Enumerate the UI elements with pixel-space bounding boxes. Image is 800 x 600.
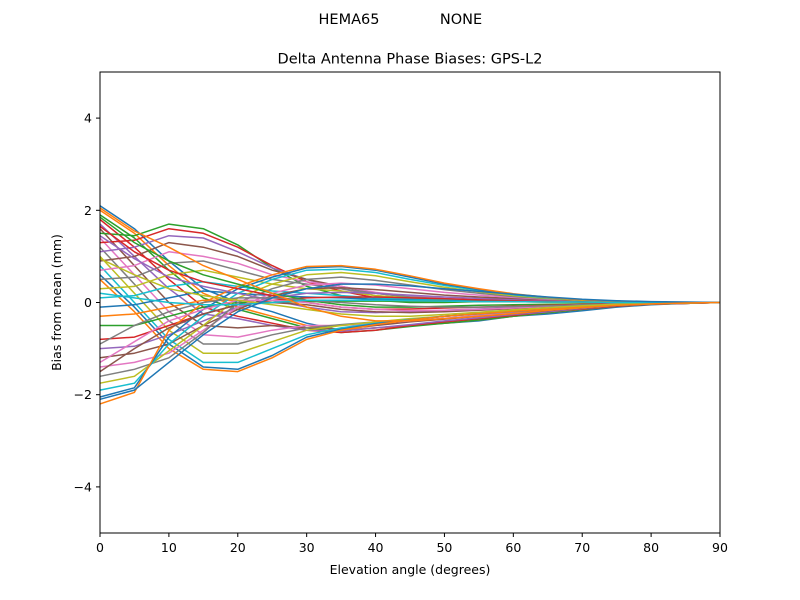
series-line-41 [99, 283, 721, 401]
x-tick-label: 40 [368, 540, 384, 555]
series-line-39 [99, 258, 721, 318]
x-tick-label: 30 [299, 540, 315, 555]
x-tick-label: 60 [505, 540, 521, 555]
x-tick-label: 70 [574, 540, 590, 555]
y-tick-label: −2 [74, 387, 92, 402]
plot-frame [99, 71, 721, 534]
y-tick-label: 0 [84, 295, 92, 310]
x-axis-ticks: 0 10 20 30 40 50 60 70 80 90 [96, 533, 728, 555]
series-line-42 [99, 207, 721, 322]
suptitle-right: NONE [440, 12, 482, 28]
chart-title: Delta Antenna Phase Biases: GPS-L2 [278, 52, 543, 68]
y-tick-label: −4 [74, 479, 92, 494]
x-tick-label: 0 [96, 540, 104, 555]
x-tick-label: 20 [230, 540, 246, 555]
x-tick-label: 90 [712, 540, 728, 555]
x-tick-label: 50 [436, 540, 452, 555]
x-axis-label: Elevation angle (degrees) [330, 562, 491, 577]
suptitle-left: HEMA65 [319, 12, 380, 28]
y-tick-label: 2 [84, 203, 92, 218]
series-lines [99, 205, 721, 405]
y-tick-label: 4 [84, 111, 92, 126]
y-axis-label: Bias from mean (mm) [49, 234, 64, 371]
y-axis-ticks: −4 −2 0 2 4 [74, 111, 100, 494]
x-tick-label: 10 [161, 540, 177, 555]
x-tick-label: 80 [643, 540, 659, 555]
series-line-40 [99, 292, 720, 306]
